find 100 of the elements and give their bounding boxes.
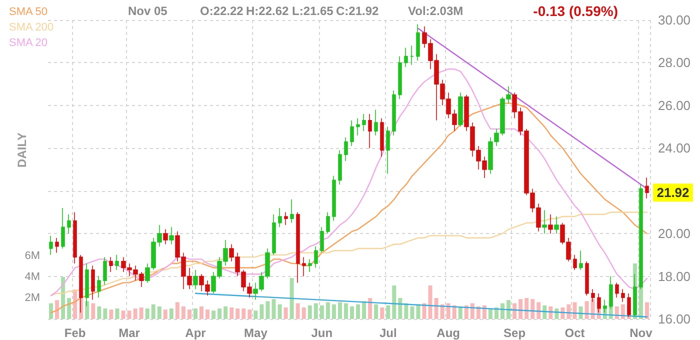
- bar: [446, 303, 450, 319]
- bar: [121, 310, 126, 319]
- bar: [248, 310, 252, 319]
- candlestick: [326, 212, 330, 234]
- candlestick: [320, 226, 324, 254]
- bar: [338, 302, 342, 319]
- bar: [350, 306, 354, 319]
- candlestick: [368, 114, 372, 149]
- y-tick-label: 30.00: [658, 12, 691, 28]
- bar: [476, 306, 480, 319]
- bar: [115, 308, 120, 319]
- bar: [175, 302, 180, 319]
- candlestick: [61, 208, 65, 249]
- bar: [452, 305, 456, 319]
- candlestick: [615, 282, 619, 298]
- candlestick: [410, 45, 414, 66]
- bar: [320, 305, 324, 319]
- bar: [212, 310, 216, 319]
- candlestick: [91, 265, 95, 300]
- y-tick-label: 28.00: [658, 55, 691, 70]
- candlestick: [109, 256, 113, 272]
- bar: [482, 305, 486, 319]
- bar: [368, 298, 372, 319]
- bar: [524, 298, 529, 319]
- bar: [133, 308, 138, 319]
- bar: [488, 308, 492, 319]
- bar: [266, 301, 270, 319]
- candlestick: [169, 226, 174, 245]
- x-tick-label: Jun: [311, 326, 333, 340]
- candlestick: [103, 256, 107, 286]
- candlestick: [332, 176, 336, 222]
- text: SMA 200: [9, 22, 54, 34]
- line-series: [50, 102, 648, 314]
- bar: [67, 298, 72, 319]
- bar: [290, 278, 294, 319]
- candlestick: [163, 228, 168, 245]
- bar: [518, 299, 523, 319]
- bar: [464, 305, 468, 319]
- candlestick: [115, 254, 119, 270]
- bar: [236, 308, 240, 319]
- bar: [242, 308, 246, 319]
- bar: [193, 308, 198, 319]
- bar: [386, 305, 390, 319]
- bar: [380, 307, 384, 319]
- candlestick: [97, 276, 101, 298]
- bar: [332, 304, 336, 319]
- bar: [308, 305, 312, 319]
- bar: [584, 301, 589, 319]
- candlestick: [458, 92, 463, 128]
- bar: [356, 304, 360, 319]
- bar: [272, 299, 276, 319]
- text: DAILY: [15, 132, 29, 168]
- candlestick: [296, 212, 300, 284]
- bar: [163, 310, 168, 319]
- candlestick: [627, 292, 631, 318]
- y-tick-label: 20.00: [658, 226, 691, 242]
- bar: [590, 299, 595, 319]
- bar: [278, 304, 282, 319]
- bar: [344, 303, 348, 319]
- bar: [326, 302, 330, 319]
- text: L:21.65: [292, 4, 334, 18]
- candlestick: [302, 256, 306, 277]
- candlestick: [404, 47, 408, 68]
- candlestick: [344, 137, 348, 162]
- bar: [218, 308, 222, 319]
- bar: [224, 306, 228, 319]
- x-tick-label: Oct: [564, 326, 585, 340]
- candlestick: [272, 214, 276, 256]
- bar: [139, 307, 144, 319]
- bar: [434, 298, 438, 319]
- candlestick: [554, 216, 559, 234]
- bar: [109, 310, 114, 319]
- candlestick: [645, 177, 649, 199]
- bar: [644, 302, 649, 319]
- candlestick: [621, 288, 625, 302]
- candlestick: [398, 56, 402, 100]
- candlestick: [193, 269, 198, 290]
- candlestick: [73, 212, 77, 264]
- candlestick: [290, 199, 294, 224]
- candlestick: [362, 114, 366, 132]
- bar: [260, 304, 264, 319]
- bar: [181, 306, 186, 319]
- bar: [284, 307, 288, 319]
- bar: [512, 303, 517, 319]
- y-tick-label: 18.00: [658, 268, 691, 284]
- y2-tick-label: 6M: [24, 250, 40, 262]
- bar: [428, 285, 432, 319]
- candlestick: [416, 24, 420, 61]
- bar: [49, 303, 54, 319]
- x-tick-label: Feb: [64, 326, 86, 340]
- candlestick: [579, 250, 583, 270]
- x-tick-label: Mar: [118, 326, 140, 340]
- bar: [97, 306, 102, 319]
- y2-tick-label: 2M: [24, 292, 40, 304]
- candlestick: [55, 237, 59, 254]
- bar: [392, 285, 396, 319]
- bar: [362, 301, 366, 319]
- bar: [187, 310, 192, 319]
- text: -0.13 (0.59%): [533, 3, 618, 19]
- bar: [145, 308, 150, 319]
